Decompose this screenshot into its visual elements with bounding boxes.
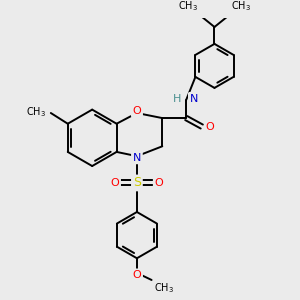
Text: O: O xyxy=(206,122,214,132)
Text: O: O xyxy=(133,270,141,280)
Text: N: N xyxy=(133,153,141,163)
Text: O: O xyxy=(110,178,119,188)
Text: CH$_3$: CH$_3$ xyxy=(26,106,46,119)
Text: O: O xyxy=(154,178,163,188)
Text: S: S xyxy=(133,176,141,190)
Text: H: H xyxy=(173,94,181,104)
Text: CH$_3$: CH$_3$ xyxy=(154,281,174,295)
Text: CH$_3$: CH$_3$ xyxy=(231,0,251,13)
Text: O: O xyxy=(133,106,141,116)
Text: CH$_3$: CH$_3$ xyxy=(178,0,198,13)
Text: N: N xyxy=(190,94,198,103)
